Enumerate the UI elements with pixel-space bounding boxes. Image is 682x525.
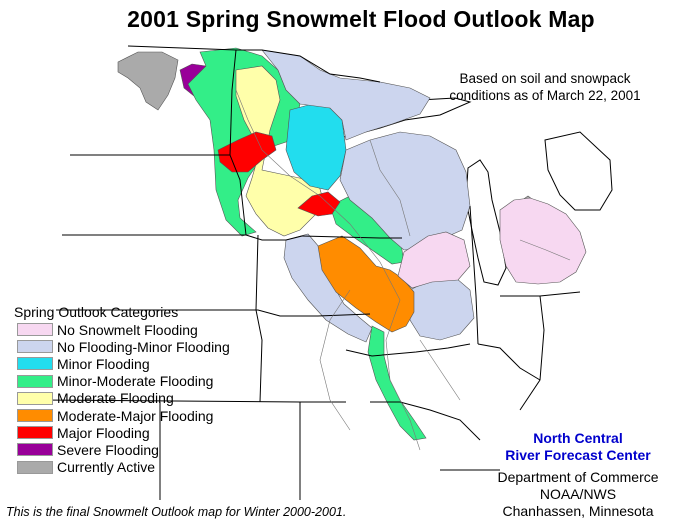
legend-item-moderate-major: Moderate-Major Flooding <box>14 407 230 424</box>
legend-label: Minor-Moderate Flooding <box>57 373 214 390</box>
legend-title: Spring Outlook Categories <box>14 304 179 320</box>
dept-line-2: NOAA/NWS <box>539 486 617 502</box>
region-no-flood-minor-north <box>261 49 431 141</box>
legend-swatch <box>17 460 53 474</box>
legend-label: Major Flooding <box>57 424 150 441</box>
legend-label: Moderate Flooding <box>57 390 174 407</box>
legend: Spring Outlook Categories No Snowmelt Fl… <box>14 304 230 476</box>
legend-item-no-flood-minor: No Flooding-Minor Flooding <box>14 338 230 355</box>
legend-item-major: Major Flooding <box>14 424 230 441</box>
state-borders <box>39 45 581 500</box>
legend-label: Severe Flooding <box>57 441 159 458</box>
region-no-flood-minor-wi <box>339 131 471 251</box>
legend-swatch <box>17 340 53 354</box>
lake-huron <box>544 131 613 211</box>
legend-swatch <box>17 357 53 371</box>
legend-item-no-snowmelt: No Snowmelt Flooding <box>14 321 230 338</box>
agency-block: North Central River Forecast Center Depa… <box>488 430 668 520</box>
region-no-flood-minor-il <box>409 277 475 341</box>
region-no-snowmelt-mi <box>499 197 587 285</box>
legend-label: Moderate-Major Flooding <box>57 407 214 424</box>
dept-line-3: Chanhassen, Minnesota <box>502 503 654 519</box>
legend-item-severe: Severe Flooding <box>14 441 230 458</box>
legend-item-minor-moderate: Minor-Moderate Flooding <box>14 373 230 390</box>
subtitle-line-2: conditions as of March 22, 2001 <box>449 88 641 103</box>
legend-swatch <box>17 426 53 440</box>
legend-item-currently-active: Currently Active <box>14 459 230 476</box>
legend-label: No Flooding-Minor Flooding <box>57 338 230 355</box>
legend-swatch <box>17 409 53 423</box>
legend-swatch <box>17 443 53 457</box>
map-subtitle: Based on soil and snowpack conditions as… <box>420 70 670 104</box>
rfc-line-1: North Central <box>533 430 623 446</box>
dept-line-1: Department of Commerce <box>497 469 659 485</box>
legend-swatch <box>17 374 53 388</box>
legend-label: Currently Active <box>57 459 156 476</box>
river-basin-lines <box>235 89 571 451</box>
footnote: This is the final Snowmelt Outlook map f… <box>6 505 347 519</box>
legend-label: Minor Flooding <box>57 355 150 372</box>
rfc-line-2: River Forecast Center <box>505 447 651 463</box>
region-no-snowmelt-il <box>397 231 471 289</box>
region-currently-active <box>117 51 179 111</box>
legend-item-minor: Minor Flooding <box>14 355 230 372</box>
region-moderate-major <box>317 235 415 333</box>
legend-label: No Snowmelt Flooding <box>57 321 198 338</box>
legend-swatch <box>17 323 53 337</box>
subtitle-line-1: Based on soil and snowpack <box>459 71 631 86</box>
legend-swatch <box>17 391 53 405</box>
region-minor-moderate-river <box>367 325 427 441</box>
legend-item-moderate: Moderate Flooding <box>14 390 230 407</box>
page-title: 2001 Spring Snowmelt Flood Outlook Map <box>127 6 595 32</box>
region-major-south <box>297 191 341 217</box>
